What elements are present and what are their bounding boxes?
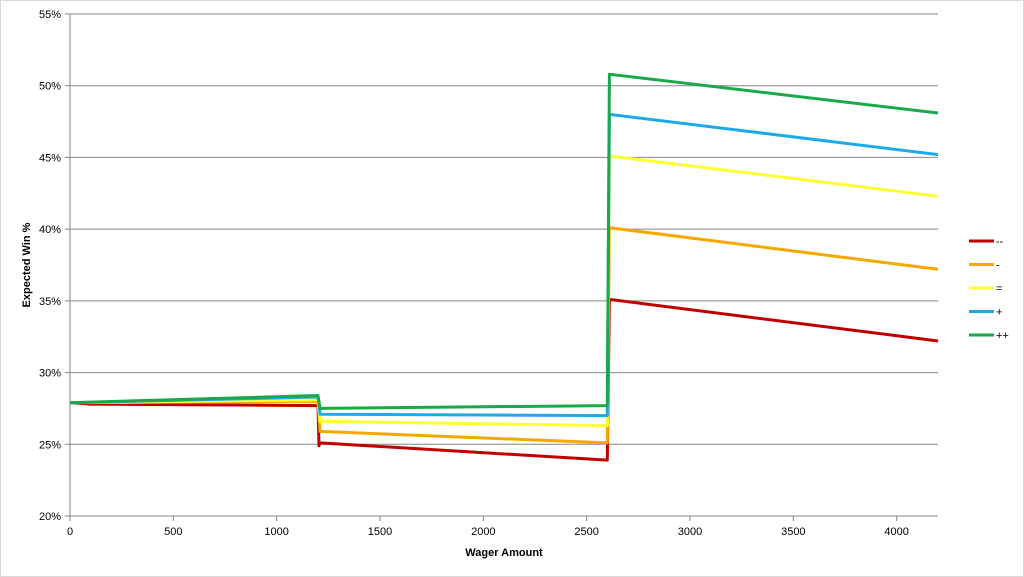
series-line-1 [69,226,939,445]
x-tick-label: 2500 [574,526,598,538]
legend-label: = [996,283,1002,295]
x-axis-title: Wager Amount [465,547,543,559]
y-tick-label: 35% [39,296,61,308]
x-tick-label: 1000 [264,526,288,538]
x-tick-label: 3500 [781,526,805,538]
gridlines [70,13,938,445]
y-tick-label: 25% [39,439,61,451]
y-axis-title: Expected Win % [21,222,33,307]
y-tick-label: 20% [39,511,61,523]
y-tick-label: 50% [39,81,61,93]
legend-label: ++ [996,330,1009,342]
series-line-4 [69,72,939,410]
legend-label: -- [996,236,1004,248]
legend-label: - [996,260,1000,272]
y-tick-label: 30% [39,368,61,380]
legend-label: + [996,307,1002,319]
series-line-3 [69,112,939,418]
x-tick-label: 3000 [678,526,702,538]
axes [69,14,938,517]
y-tick-label: 40% [39,224,61,236]
y-tick-label: 55% [39,9,61,21]
x-tick-label: 0 [67,526,73,538]
legend: ---=+++ [969,236,1009,342]
y-tick-labels: 20% 25% 30% 35% 40% 45% 50% 55% [39,9,70,523]
series-line-2 [69,154,939,428]
x-tick-label: 1500 [368,526,392,538]
x-tick-labels: 0 500 1000 1500 2000 2500 3000 3500 4000 [67,516,909,538]
x-tick-label: 500 [164,526,182,538]
series-line-0 [69,297,939,462]
y-tick-label: 45% [39,152,61,164]
x-tick-label: 2000 [471,526,495,538]
x-tick-label: 4000 [884,526,908,538]
series-lines [69,72,939,462]
